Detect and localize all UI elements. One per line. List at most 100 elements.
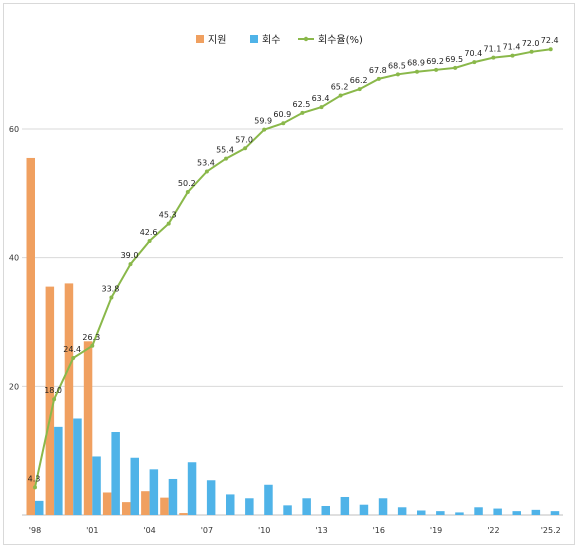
data-label: 50.2 bbox=[178, 179, 196, 188]
data-label: 70.4 bbox=[464, 49, 482, 58]
line-rate-point bbox=[319, 105, 324, 110]
line-rate-point bbox=[395, 72, 400, 77]
bar-recovery bbox=[264, 484, 273, 515]
data-label: 72.0 bbox=[522, 39, 540, 48]
data-label: 33.8 bbox=[101, 285, 119, 294]
chart-frame bbox=[3, 3, 575, 545]
bar-support bbox=[102, 492, 112, 515]
bar-support bbox=[83, 341, 93, 515]
legend-swatch-support bbox=[196, 35, 204, 43]
bar-recovery bbox=[302, 498, 311, 515]
data-label: 66.2 bbox=[350, 76, 368, 85]
line-rate-point bbox=[434, 67, 439, 72]
data-label: 69.2 bbox=[426, 57, 444, 66]
line-rate-point bbox=[472, 60, 477, 65]
bar-recovery bbox=[436, 511, 445, 515]
x-tick-label: '98 bbox=[29, 526, 41, 535]
data-label: 63.4 bbox=[312, 94, 330, 103]
bar-recovery bbox=[130, 457, 139, 515]
data-label: 71.1 bbox=[483, 45, 501, 54]
bar-recovery bbox=[206, 480, 216, 515]
bar-recovery bbox=[512, 511, 521, 515]
data-label: 39.0 bbox=[121, 251, 139, 260]
line-rate-point bbox=[300, 110, 305, 115]
x-tick-label: '19 bbox=[430, 526, 442, 535]
bar-recovery bbox=[92, 456, 101, 515]
bar-recovery bbox=[474, 507, 483, 515]
bar-support bbox=[160, 497, 169, 515]
data-label: 18.0 bbox=[44, 386, 62, 395]
data-label: 65.2 bbox=[331, 83, 349, 92]
line-rate-point bbox=[128, 262, 133, 267]
bar-recovery bbox=[149, 469, 159, 515]
bar-recovery bbox=[35, 500, 44, 515]
bar-recovery bbox=[54, 426, 63, 515]
x-tick-label: '01 bbox=[86, 526, 98, 535]
x-tick-label: '13 bbox=[315, 526, 327, 535]
line-rate-point bbox=[510, 53, 515, 58]
bar-recovery bbox=[73, 418, 82, 515]
x-tick-label: '22 bbox=[487, 526, 499, 535]
line-rate-point bbox=[52, 397, 57, 402]
line-rate-point bbox=[376, 76, 381, 81]
line-rate-point bbox=[109, 295, 114, 300]
bar-recovery bbox=[378, 498, 388, 515]
bar-support bbox=[122, 502, 131, 515]
bar-recovery bbox=[245, 498, 254, 515]
line-rate-point bbox=[548, 47, 553, 52]
line-rate-point bbox=[357, 87, 362, 92]
bar-support bbox=[179, 513, 188, 515]
bar-recovery bbox=[417, 510, 426, 515]
data-label: 24.4 bbox=[63, 345, 81, 354]
data-label: 68.5 bbox=[388, 61, 406, 70]
x-tick-label: '10 bbox=[258, 526, 270, 535]
bar-recovery bbox=[531, 509, 541, 515]
bar-recovery bbox=[187, 462, 197, 515]
line-rate-point bbox=[185, 190, 190, 195]
data-label: 71.4 bbox=[503, 43, 521, 52]
bar-recovery bbox=[168, 478, 178, 515]
x-tick-label: '07 bbox=[201, 526, 213, 535]
y-tick-label: 40 bbox=[9, 254, 19, 263]
line-rate-point bbox=[90, 343, 95, 348]
legend-swatch-rate-point bbox=[303, 36, 309, 42]
line-rate-point bbox=[204, 169, 209, 174]
data-label: 62.5 bbox=[292, 100, 310, 109]
line-rate-point bbox=[147, 238, 152, 243]
line-rate-point bbox=[224, 156, 228, 161]
y-tick-label: 20 bbox=[9, 382, 19, 391]
bar-recovery bbox=[359, 504, 369, 515]
data-label: 69.5 bbox=[445, 55, 463, 64]
data-label: 67.8 bbox=[369, 66, 387, 75]
bar-support bbox=[141, 491, 150, 515]
legend-label-rate: 회수율(%) bbox=[318, 34, 363, 46]
data-label: 57.0 bbox=[235, 135, 253, 144]
line-rate-point bbox=[338, 93, 343, 98]
legend-swatch-recovery bbox=[250, 35, 258, 43]
data-label: 42.6 bbox=[140, 228, 158, 237]
x-tick-label: '16 bbox=[373, 526, 385, 535]
bar-recovery bbox=[321, 505, 330, 515]
legend-label-recovery: 회수 bbox=[262, 34, 280, 46]
bar-recovery bbox=[226, 494, 235, 515]
bar-recovery bbox=[340, 496, 350, 515]
line-rate-point bbox=[281, 121, 286, 126]
line-rate-point bbox=[71, 356, 76, 361]
y-tick-label: 60 bbox=[9, 125, 19, 134]
x-tick-label: '25.2 bbox=[541, 526, 561, 535]
bar-recovery bbox=[550, 511, 560, 515]
bar-support bbox=[64, 283, 74, 515]
data-label: 60.9 bbox=[273, 110, 291, 119]
bar-recovery bbox=[111, 432, 120, 515]
line-rate-point bbox=[453, 65, 458, 70]
bar-recovery bbox=[283, 505, 292, 515]
line-rate bbox=[34, 48, 551, 488]
x-tick-label: '04 bbox=[143, 526, 155, 535]
data-label: 53.4 bbox=[197, 158, 215, 167]
bar-support bbox=[26, 157, 35, 515]
bar-recovery bbox=[455, 512, 464, 515]
bar-recovery bbox=[493, 508, 502, 515]
data-label: 68.9 bbox=[407, 59, 425, 68]
legend-label-support: 지원 bbox=[208, 34, 226, 46]
